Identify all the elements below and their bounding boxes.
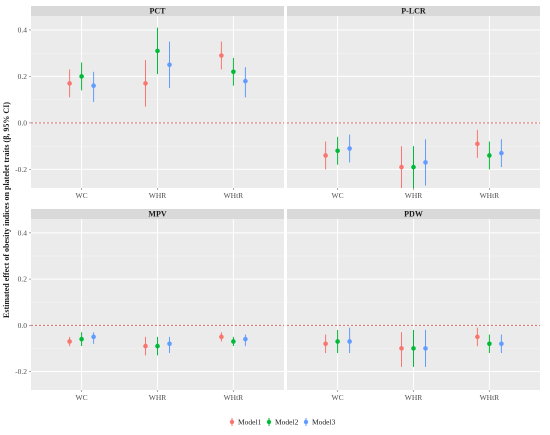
legend-label: Model1 — [238, 418, 262, 427]
x-tick-label: WHtR — [480, 393, 500, 402]
data-point — [487, 341, 492, 347]
y-tick-label: 0.2 — [18, 72, 28, 81]
x-tick-label: WHtR — [480, 191, 500, 200]
data-point — [155, 343, 160, 349]
y-tick-label: 0.4 — [18, 25, 28, 34]
data-point — [219, 334, 224, 340]
legend-key-point — [229, 419, 235, 425]
data-point — [423, 160, 428, 165]
y-tick-label: 0.0 — [18, 118, 28, 127]
y-tick-label: 0.0 — [18, 321, 28, 330]
data-point — [219, 53, 224, 58]
data-point — [323, 153, 328, 158]
data-point — [411, 346, 416, 351]
data-point — [335, 339, 340, 344]
data-point — [423, 346, 428, 351]
data-point — [243, 78, 248, 84]
legend: Model1 Model2 Model3 — [229, 418, 336, 427]
data-point — [335, 148, 340, 154]
panel-p-lcr: P-LCR WC WHR WHtR — [287, 6, 540, 200]
legend-label: Model3 — [312, 418, 336, 427]
data-point — [243, 336, 248, 342]
x-tick-label: WC — [332, 191, 344, 200]
data-point — [79, 336, 84, 342]
data-point — [231, 339, 236, 344]
x-tick-label: WC — [76, 191, 88, 200]
data-point — [399, 346, 404, 351]
data-point — [323, 341, 328, 347]
data-point — [143, 81, 148, 86]
data-point — [91, 334, 96, 340]
panel-mpv: MPV -0.2 0.0 0.2 0.4 WC WHR WHtR — [15, 209, 284, 402]
y-tick-label: 0.4 — [18, 228, 28, 237]
panel-strip — [287, 6, 540, 16]
panel-title: PDW — [404, 210, 423, 219]
x-tick-label: WHR — [149, 191, 167, 200]
data-point — [487, 153, 492, 158]
panel-pdw: PDW WC WHR WHtR — [287, 209, 540, 402]
panel-strip — [287, 209, 540, 219]
legend-key-point — [303, 419, 309, 425]
data-point — [475, 334, 480, 340]
data-point — [143, 343, 148, 349]
panel-strip — [31, 6, 284, 16]
data-point — [475, 141, 480, 147]
x-tick-label: WC — [332, 393, 344, 402]
legend-label: Model2 — [275, 418, 299, 427]
y-tick-label: -0.2 — [15, 165, 27, 174]
data-point — [231, 69, 236, 75]
data-point — [155, 48, 160, 54]
legend-item-model2: Model2 — [266, 418, 299, 427]
x-tick-label: WHR — [405, 191, 423, 200]
x-tick-label: WHR — [405, 393, 423, 402]
panel-title: P-LCR — [401, 7, 426, 16]
x-tick-label: WHtR — [224, 191, 244, 200]
data-point — [79, 74, 84, 79]
data-point — [67, 81, 72, 86]
y-axis-label: Estimated effect of obesity indices on p… — [2, 102, 11, 318]
panel-title: PCT — [150, 7, 167, 16]
data-point — [167, 341, 172, 347]
x-tick-label: WHtR — [224, 393, 244, 402]
y-tick-label: 0.2 — [18, 275, 28, 284]
y-tick-label: -0.2 — [15, 367, 27, 376]
legend-key-point — [266, 419, 272, 425]
data-point — [411, 164, 416, 170]
data-point — [91, 83, 96, 89]
data-point — [167, 62, 172, 68]
panel-strip — [31, 209, 284, 219]
data-point — [347, 146, 352, 151]
legend-item-model3: Model3 — [303, 418, 336, 427]
data-point — [67, 339, 72, 344]
panel-pct: PCT -0.2 0.0 0.2 0.4 WC WHR WHtR — [15, 6, 284, 200]
panel-title: MPV — [148, 210, 166, 219]
x-tick-label: WHR — [149, 393, 167, 402]
x-tick-label: WC — [76, 393, 88, 402]
data-point — [399, 164, 404, 170]
data-point — [499, 150, 504, 156]
legend-item-model1: Model1 — [229, 418, 262, 427]
data-point — [347, 339, 352, 344]
data-point — [499, 341, 504, 347]
